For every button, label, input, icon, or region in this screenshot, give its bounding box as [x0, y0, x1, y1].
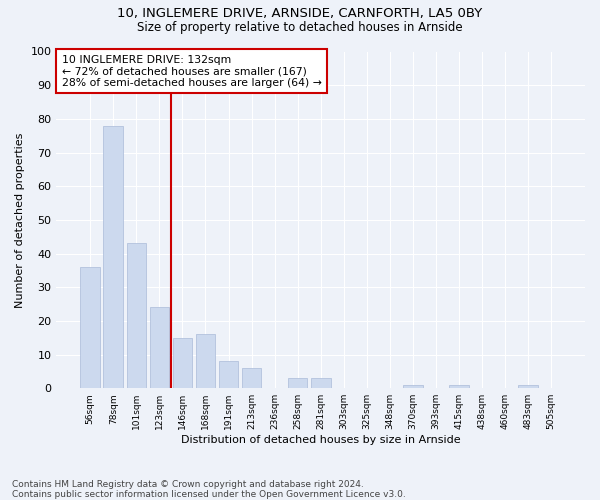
- Bar: [518, 385, 538, 388]
- Bar: [403, 385, 422, 388]
- Text: Contains HM Land Registry data © Crown copyright and database right 2024.
Contai: Contains HM Land Registry data © Crown c…: [12, 480, 406, 499]
- Text: 10, INGLEMERE DRIVE, ARNSIDE, CARNFORTH, LA5 0BY: 10, INGLEMERE DRIVE, ARNSIDE, CARNFORTH,…: [118, 8, 482, 20]
- Y-axis label: Number of detached properties: Number of detached properties: [15, 132, 25, 308]
- Bar: [196, 334, 215, 388]
- Bar: [80, 267, 100, 388]
- Bar: [242, 368, 262, 388]
- Bar: [311, 378, 331, 388]
- Bar: [219, 362, 238, 388]
- Bar: [449, 385, 469, 388]
- Bar: [103, 126, 123, 388]
- Text: Size of property relative to detached houses in Arnside: Size of property relative to detached ho…: [137, 21, 463, 34]
- Bar: [288, 378, 307, 388]
- Bar: [127, 244, 146, 388]
- Bar: [149, 308, 169, 388]
- X-axis label: Distribution of detached houses by size in Arnside: Distribution of detached houses by size …: [181, 435, 461, 445]
- Text: 10 INGLEMERE DRIVE: 132sqm
← 72% of detached houses are smaller (167)
28% of sem: 10 INGLEMERE DRIVE: 132sqm ← 72% of deta…: [62, 55, 322, 88]
- Bar: [173, 338, 192, 388]
